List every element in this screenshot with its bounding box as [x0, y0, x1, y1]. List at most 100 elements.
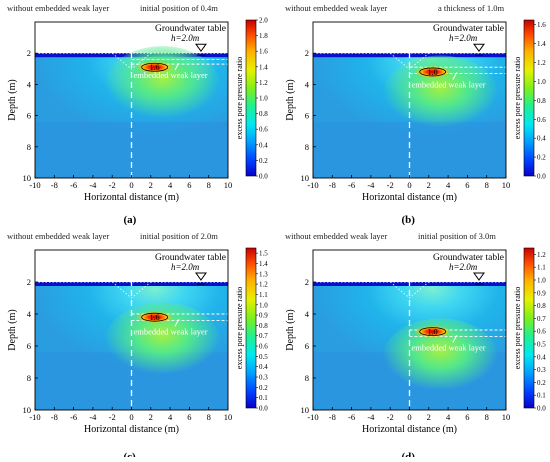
- colorbar-tick-label: 0.2: [537, 379, 546, 387]
- colorbar-tick-label: 0.6: [259, 126, 268, 134]
- x-tick-label: -6: [70, 412, 77, 422]
- colorbar-tick-label: 1.4: [259, 260, 268, 268]
- colorbar-tick-label: 1.5: [259, 250, 268, 258]
- colorbar: [245, 247, 257, 409]
- colorbar-tick-label: 2.0: [259, 17, 268, 25]
- y-tick-label: 10: [23, 405, 32, 415]
- weak-layer-label: embedded weak layer: [134, 70, 208, 80]
- panel-left-title: without embedded weak layer: [7, 231, 109, 241]
- x-tick-label: -4: [367, 180, 375, 190]
- colorbar-tick-label: 0.7: [259, 332, 268, 340]
- x-tick-label: 4: [168, 412, 173, 422]
- colorbar-tick-label: 1.1: [537, 264, 546, 272]
- x-tick-label: 2: [149, 180, 153, 190]
- colorbar-tick-label: 0.0: [259, 405, 268, 413]
- soil-deep-band: [35, 121, 228, 178]
- y-axis-label: Depth (m): [285, 79, 296, 120]
- peak-contour: [141, 312, 169, 322]
- colorbar-label: excess pore pressure ratio: [513, 57, 522, 139]
- groundwater-label: Groundwater table: [433, 253, 504, 263]
- peak-contour: [419, 327, 447, 336]
- y-tick-label: 4: [305, 309, 310, 319]
- x-tick-label: -4: [89, 180, 97, 190]
- colorbar-tick-label: 0.1: [259, 394, 268, 402]
- panel-right-title: initial position of 3.0m: [418, 231, 496, 241]
- panel-1: without embedded weak layer initial posit…: [7, 3, 268, 226]
- x-tick-label: -10: [307, 412, 318, 422]
- colorbar-tick-label: 0.3: [259, 374, 268, 382]
- colorbar-tick-label: 0.2: [259, 384, 268, 392]
- colorbar-tick-label: 0.8: [537, 97, 546, 105]
- h-label: h=2.0m: [449, 262, 478, 272]
- y-tick-label: 6: [27, 341, 31, 351]
- colorbar-tick-label: 0.7: [537, 315, 546, 323]
- x-tick-label: 8: [485, 180, 489, 190]
- colorbar-tick-label: 0.8: [537, 302, 546, 310]
- x-tick-label: -10: [29, 180, 40, 190]
- x-tick-label: 6: [187, 412, 191, 422]
- slope-outline: [389, 52, 430, 70]
- slope-outline: [111, 52, 152, 70]
- colorbar-tick-label: 0.5: [537, 341, 546, 349]
- panel-right-title: initial position of 0.4m: [140, 3, 218, 13]
- groundwater-label: Groundwater table: [155, 253, 226, 263]
- response-zone: [382, 318, 499, 399]
- x-tick-label: -2: [109, 180, 116, 190]
- colorbar-tick-label: 0.4: [537, 353, 546, 361]
- panel-label: (b): [402, 214, 416, 226]
- x-axis-label: Horizontal distance (m): [362, 192, 457, 203]
- y-tick-label: 6: [27, 111, 31, 121]
- y-tick-label: 2: [305, 48, 309, 58]
- colorbar-tick-label: 1.4: [537, 40, 546, 48]
- x-tick-label: 4: [168, 180, 173, 190]
- weak-layer-arrow: [452, 72, 458, 80]
- x-tick-label: 8: [207, 412, 211, 422]
- h-label: h=2.0m: [171, 33, 200, 43]
- x-tick-label: -4: [367, 412, 375, 422]
- x-tick-label: -6: [70, 180, 77, 190]
- weak-layer-arrow: [452, 335, 458, 343]
- x-axis-label: Horizontal distance (m): [84, 424, 179, 435]
- y-tick-label: 10: [301, 173, 310, 183]
- weak-layer-arrow: [174, 319, 180, 327]
- y-tick-label: 2: [305, 277, 309, 287]
- panel-4: without embedded weak layer initial posit…: [285, 231, 546, 462]
- weak-layer-label: embedded weak layer: [412, 79, 486, 89]
- groundwater-triangle: [195, 272, 207, 281]
- y-tick-label: 8: [27, 142, 31, 152]
- x-tick-label: -8: [51, 180, 58, 190]
- panel-label: (a): [124, 214, 137, 226]
- colorbar-tick-label: 0.8: [259, 322, 268, 330]
- colorbar-tick-label: 0.3: [537, 366, 546, 374]
- weak-layer-arrow: [174, 62, 180, 71]
- panel-left-title: without embedded weak layer: [285, 231, 387, 241]
- colorbar-tick-label: 0.6: [537, 116, 546, 124]
- slope-outline: [111, 281, 152, 299]
- y-tick-label: 4: [305, 79, 310, 89]
- x-tick-label: -10: [307, 180, 318, 190]
- x-tick-label: -4: [89, 412, 97, 422]
- y-axis-label: Depth (m): [7, 309, 18, 350]
- soil-deep-band: [313, 121, 506, 178]
- x-tick-label: 6: [465, 180, 469, 190]
- x-tick-label: 0: [407, 412, 411, 422]
- x-tick-label: 8: [207, 180, 211, 190]
- colorbar-tick-label: 0.9: [537, 289, 546, 297]
- x-tick-label: -8: [329, 412, 336, 422]
- colorbar-tick-label: 0.4: [259, 363, 268, 371]
- y-tick-label: 8: [27, 373, 31, 383]
- panel-label: (c): [124, 451, 137, 457]
- colorbar-tick-label: 0.6: [537, 328, 546, 336]
- x-tick-label: -6: [348, 180, 355, 190]
- y-tick-label: 4: [27, 309, 32, 319]
- colorbar-tick-label: 0.9: [259, 312, 268, 320]
- x-tick-label: 4: [446, 412, 451, 422]
- y-tick-label: 6: [305, 341, 309, 351]
- y-tick-label: 4: [27, 79, 32, 89]
- x-tick-label: 10: [224, 412, 233, 422]
- colorbar-tick-label: 1.6: [259, 48, 268, 56]
- panel-left-title: without embedded weak layer: [7, 3, 109, 13]
- weak-layer-label: embedded weak layer: [134, 326, 208, 336]
- y-tick-label: 8: [305, 142, 309, 152]
- colorbar-tick-label: 0.1: [537, 392, 546, 400]
